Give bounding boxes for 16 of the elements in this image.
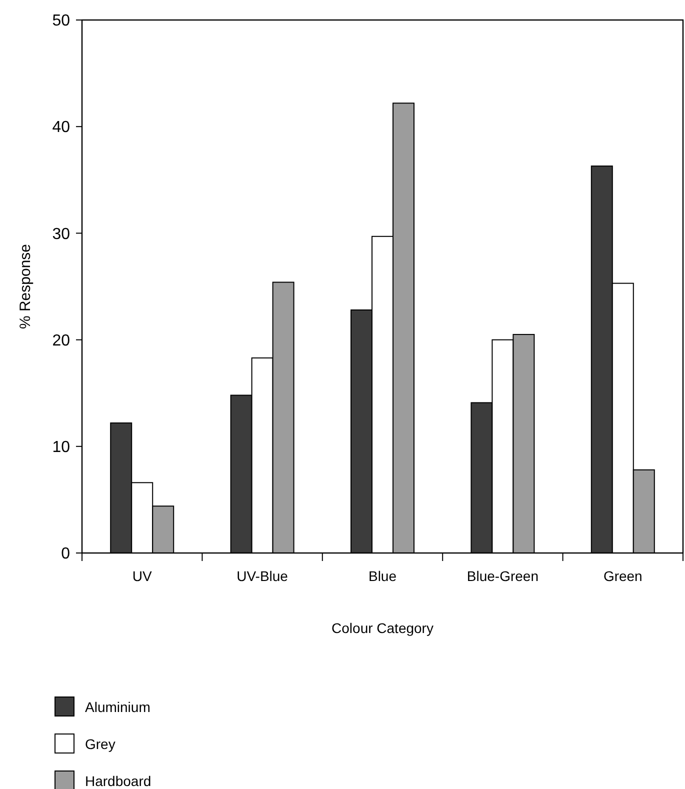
- legend-label: Hardboard: [85, 772, 152, 789]
- x-tick-label: Blue-Green: [466, 568, 538, 584]
- y-tick-label: 20: [52, 332, 70, 350]
- legend-label: Grey: [85, 736, 116, 752]
- x-tick-label: UV-Blue: [236, 568, 288, 584]
- y-tick-label: 10: [52, 439, 70, 456]
- y-tick-label: 50: [52, 12, 70, 30]
- y-tick-label: 0: [61, 546, 70, 563]
- y-tick-label: 30: [52, 226, 70, 243]
- x-tick-label: Blue: [368, 568, 397, 584]
- legend-label: Aluminium: [85, 698, 150, 715]
- y-axis-title: % Response: [17, 244, 34, 330]
- x-tick-label: UV: [132, 568, 152, 584]
- x-axis-title: Colour Category: [332, 620, 434, 636]
- x-tick-label: Green: [603, 568, 642, 584]
- y-tick-label: 40: [52, 119, 70, 136]
